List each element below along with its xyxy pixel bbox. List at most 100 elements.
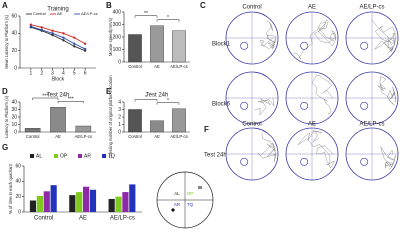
legend-swatch: [78, 154, 82, 158]
platform: [300, 101, 309, 110]
point: [29, 23, 33, 26]
significance-label: *: [167, 98, 169, 104]
bar: [128, 109, 142, 133]
y-tick-label: 3: [118, 107, 121, 113]
point: [83, 47, 87, 51]
platform: [360, 41, 369, 50]
y-tick-label: 20: [11, 48, 17, 54]
column-label: AE/LP-cs: [359, 122, 384, 128]
bar: [76, 192, 83, 212]
x-tick-label: AE: [154, 134, 160, 139]
column-label: AE/LP-cs: [359, 5, 384, 11]
chart-title: Training: [47, 7, 68, 13]
panel-letter: B: [106, 1, 112, 10]
swim-path: [297, 130, 335, 169]
point: [51, 33, 54, 37]
legend-swatch: [54, 154, 58, 158]
bar: [29, 200, 37, 212]
platform: [240, 101, 249, 110]
significance-label: **: [144, 11, 148, 17]
significance-label: *: [167, 15, 169, 21]
significance-bracket: [156, 19, 180, 22]
bar: [43, 191, 50, 212]
x-tick-label: 3: [51, 70, 54, 76]
bar: [50, 107, 66, 133]
line-series: [30, 26, 86, 52]
bar: [36, 195, 43, 212]
y-tick-label: 0: [14, 129, 17, 135]
significance-bracket: [134, 99, 158, 102]
swim-path: [254, 97, 275, 116]
x-tick-label: Control: [34, 216, 53, 222]
point: [83, 49, 87, 52]
platform: [300, 157, 309, 166]
platform: [240, 157, 249, 166]
significance-label: *: [145, 95, 147, 101]
row-label: Block6: [212, 102, 231, 108]
y-tick-label: 20: [11, 114, 17, 120]
significance-label: ***: [68, 97, 74, 103]
y-tick-label: 0: [118, 59, 121, 65]
x-tick-label: AE: [55, 134, 61, 139]
legend-label: TQ: [108, 153, 115, 159]
bar: [115, 196, 122, 212]
y-axis-label: Crossing number of original platform loc…: [108, 75, 113, 159]
legend-swatch: [102, 154, 106, 158]
bar: [172, 30, 186, 63]
column-label: AE: [308, 5, 316, 11]
point: [51, 32, 54, 35]
quadrant-label: AL: [174, 191, 180, 196]
platform: [240, 41, 249, 50]
significance-bracket: [57, 101, 84, 104]
x-tick-label: 2: [40, 70, 43, 76]
y-tick-label: 60: [11, 13, 17, 19]
legend-label: OP: [60, 153, 68, 159]
swim-path: [257, 133, 277, 162]
point: [83, 42, 87, 45]
point: [73, 36, 76, 39]
column-label: AE: [308, 122, 316, 128]
swim-path: [380, 146, 396, 170]
swim-path: [371, 19, 396, 53]
y-tick-label: 0: [18, 209, 21, 215]
chart-title: Test 24h: [47, 93, 70, 99]
bar: [75, 125, 92, 133]
legend-label: AE: [57, 11, 63, 16]
legend-swatch: [30, 154, 34, 158]
x-tick-label: Control: [128, 134, 142, 139]
point: [40, 26, 43, 29]
y-tick-label: 60: [15, 163, 21, 169]
platform: [300, 41, 309, 50]
point: [73, 42, 76, 45]
y-tick-label: 100: [113, 47, 122, 53]
y-tick-label: 0: [118, 129, 121, 135]
x-tick-label: Control: [128, 64, 142, 69]
row-label: Block1: [212, 42, 231, 48]
bar: [129, 184, 136, 212]
quadrant-label: TQ: [187, 202, 194, 207]
row-label: Test 24h: [204, 153, 227, 159]
bar: [69, 195, 76, 212]
swim-path: [311, 74, 333, 115]
bar: [150, 120, 164, 133]
x-tick-label: 5: [73, 70, 76, 76]
quadrant-label: OP: [187, 191, 194, 196]
legend-label: AE/LP-cs: [81, 11, 98, 16]
y-axis-label: Mouse speed(mm/s): [108, 17, 113, 56]
bar: [89, 189, 97, 212]
swim-path: [293, 19, 336, 59]
swim-path: [377, 76, 397, 106]
point: [73, 45, 76, 48]
swim-path: [259, 20, 276, 50]
significance-bracket: [32, 97, 59, 100]
y-tick-label: 400: [113, 9, 122, 15]
bar: [122, 192, 129, 212]
x-tick-label: AE/LP-cs: [75, 134, 92, 139]
platform: [360, 101, 369, 110]
x-axis-label: Block: [52, 76, 65, 82]
panel-letter: F: [204, 125, 209, 134]
panel-letter: C: [200, 1, 206, 10]
bar: [24, 128, 41, 133]
point: [40, 28, 43, 32]
